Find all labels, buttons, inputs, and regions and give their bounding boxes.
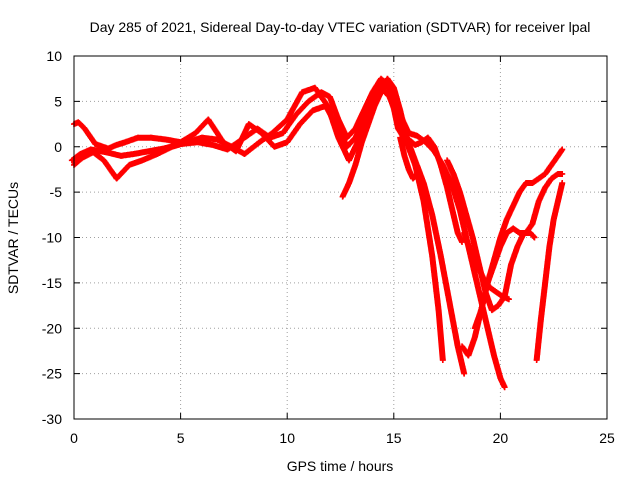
x-tick-label: 10 (279, 430, 295, 446)
y-tick-label: -30 (42, 411, 62, 427)
y-tick-label: -15 (42, 275, 62, 291)
y-tick-label: -25 (42, 366, 62, 382)
data-trace (397, 135, 420, 181)
x-tick-label: 5 (177, 430, 185, 446)
y-tick-label: 5 (54, 93, 62, 109)
y-tick-label: -20 (42, 320, 62, 336)
series-arc-d (339, 75, 466, 246)
chart-title: Day 285 of 2021, Sidereal Day-to-day VTE… (90, 19, 591, 35)
data-trace (340, 76, 465, 244)
data-points (68, 75, 566, 391)
y-tick-label: -10 (42, 230, 62, 246)
series-arc-i (397, 134, 421, 182)
y-axis-title: SDTVAR / TECUs (5, 182, 21, 294)
x-tick-label: 25 (599, 430, 615, 446)
series-arc-h (533, 180, 566, 364)
axis-ticks: 0 5 10 15 20 25 -30 -25 -20 -15 -10 -5 0 5 10 (42, 48, 615, 446)
x-tick-label: 0 (70, 430, 78, 446)
x-tick-label: 15 (386, 430, 402, 446)
x-axis-title: GPS time / hours (287, 458, 394, 474)
series-arc-j (461, 229, 512, 303)
grid (74, 56, 607, 419)
y-tick-label: 0 (54, 139, 62, 155)
data-trace (69, 76, 446, 362)
plot-frame (73, 55, 608, 420)
x-tick-label: 20 (493, 430, 509, 446)
data-trace (461, 231, 511, 302)
series-arc-a (68, 75, 446, 364)
y-tick-label: 10 (46, 48, 62, 64)
data-trace (533, 181, 565, 362)
y-tick-label: -5 (50, 184, 63, 200)
